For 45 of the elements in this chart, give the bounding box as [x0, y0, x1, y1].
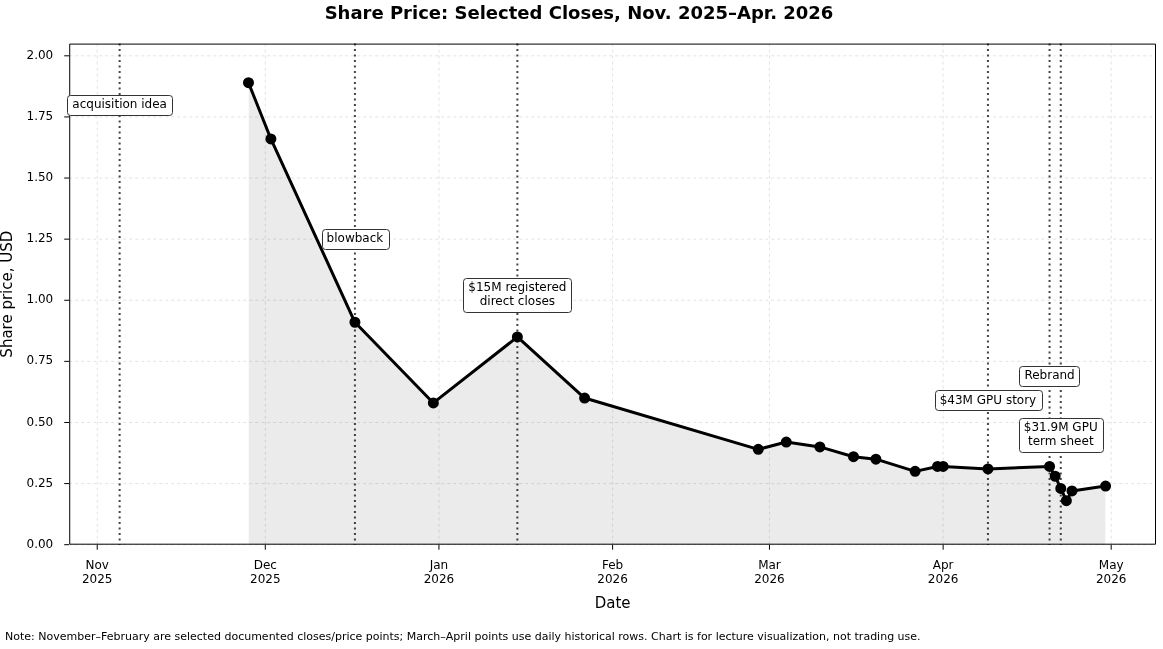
chart-title: Share Price: Selected Closes, Nov. 2025–Apr. 2026 [324, 2, 834, 24]
point [847, 451, 859, 463]
y-tick-label: 1.75 [26, 109, 54, 124]
x-axis-title: Date [594, 593, 631, 612]
point [1066, 485, 1078, 497]
point [1044, 460, 1056, 472]
point [870, 453, 882, 465]
annotation: Rebrand [1024, 368, 1075, 383]
y-tick-label: 0.50 [26, 414, 54, 429]
annotation: acquisition idea [72, 96, 167, 111]
text: Note: November–February are selected documented closes/price points; March–April points use daily historical rows. Chart is for lecture visualization, not trading use. [5, 630, 921, 643]
x-tick-label: Jan 2026 [423, 558, 455, 587]
point [1049, 470, 1061, 482]
y-tick-label: 0.00 [26, 536, 54, 551]
point [1100, 480, 1112, 492]
point [1055, 482, 1067, 494]
y-tick-label: 2.00 [26, 47, 54, 62]
point [265, 133, 277, 145]
point [752, 443, 764, 455]
x-tick-label: Dec 2025 [250, 558, 281, 587]
y-tick-label: 1.50 [26, 170, 54, 185]
point [909, 465, 921, 477]
point [427, 397, 439, 409]
y-tick-label: 1.00 [26, 292, 54, 307]
point [1060, 495, 1072, 507]
point [780, 436, 792, 448]
x-tick-label: Nov 2025 [81, 558, 113, 587]
point [814, 441, 826, 453]
y-axis-title: Share price, USD [0, 230, 17, 358]
x-tick-label: May 2026 [1095, 558, 1127, 587]
x-tick-label: Apr 2026 [927, 558, 959, 587]
point [349, 316, 361, 328]
annotation: $31.9M GPU term sheet [1023, 419, 1098, 448]
y-tick-label: 0.75 [26, 353, 54, 368]
annotation: $15M registered direct closes [468, 280, 567, 309]
y-tick-label: 1.25 [26, 231, 54, 246]
annotation: blowback [326, 231, 384, 246]
y-tick-label: 0.25 [26, 475, 54, 490]
annotation: $43M GPU story [939, 392, 1037, 407]
point [242, 77, 254, 89]
point [511, 331, 523, 343]
point [982, 463, 994, 475]
x-tick-label: Mar 2026 [754, 558, 785, 587]
x-tick-label: Feb 2026 [597, 558, 628, 587]
point [579, 392, 591, 404]
